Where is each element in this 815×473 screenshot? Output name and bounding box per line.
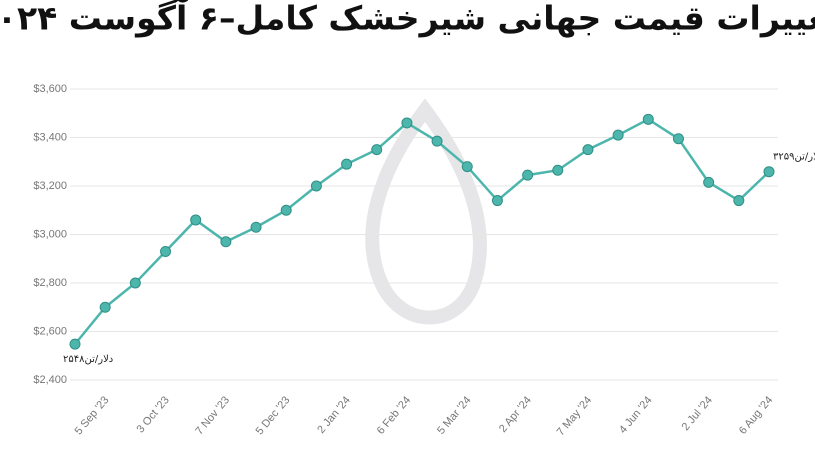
point	[612, 129, 624, 141]
x-tick-label: 6 Feb '24	[375, 394, 413, 437]
point	[642, 113, 654, 125]
y-tick-label: $3,000	[33, 228, 67, 240]
point	[582, 144, 594, 156]
x-tick-label: 2 Jan '24	[315, 394, 353, 436]
y-tick-label: $3,400	[33, 131, 67, 143]
point	[522, 169, 534, 181]
point	[69, 338, 81, 350]
point	[672, 133, 684, 145]
y-tick-label: $3,200	[33, 180, 67, 192]
x-tick-label: 6 Aug '24	[737, 394, 775, 437]
point	[763, 166, 775, 178]
point	[552, 164, 564, 176]
value-label: ۳۲۵۹دلار/تن	[773, 152, 815, 163]
chart-title: تغییرات قیمت جهانی شیرخشک کامل–۶ آگوست ۲…	[0, 0, 815, 39]
x-tick-label: 7 Nov '23	[193, 394, 232, 437]
watermark	[365, 98, 487, 325]
point	[461, 161, 473, 173]
point	[491, 195, 503, 207]
y-tick-label: $2,600	[33, 325, 67, 337]
point	[129, 277, 141, 289]
x-tick-label: 2 Apr '24	[497, 394, 534, 435]
y-tick-label: $2,400	[33, 374, 67, 386]
point	[250, 221, 262, 233]
point	[190, 214, 202, 226]
point	[431, 135, 443, 147]
x-tick-label: 5 Sep '23	[73, 394, 112, 437]
y-tick-label: $3,600	[33, 83, 67, 95]
point	[160, 245, 172, 257]
point	[703, 176, 715, 188]
point	[99, 301, 111, 313]
x-tick-label: 2 Jul '24	[680, 394, 715, 433]
x-tick-label: 5 Mar '24	[435, 394, 473, 437]
point	[220, 236, 232, 248]
point	[280, 204, 292, 216]
point	[401, 117, 413, 129]
value-label: ۲۵۴۸دلار/تن	[63, 354, 113, 365]
point	[733, 195, 745, 207]
point	[371, 144, 383, 156]
x-tick-label: 3 Oct '23	[135, 394, 172, 435]
line	[74, 117, 770, 345]
point	[341, 158, 353, 170]
x-tick-label: 4 Jun '24	[617, 394, 655, 436]
x-tick-label: 5 Dec '23	[254, 394, 293, 437]
x-tick-label: 7 May '24	[555, 394, 595, 438]
y-tick-label: $2,800	[33, 277, 67, 289]
point	[310, 180, 322, 192]
